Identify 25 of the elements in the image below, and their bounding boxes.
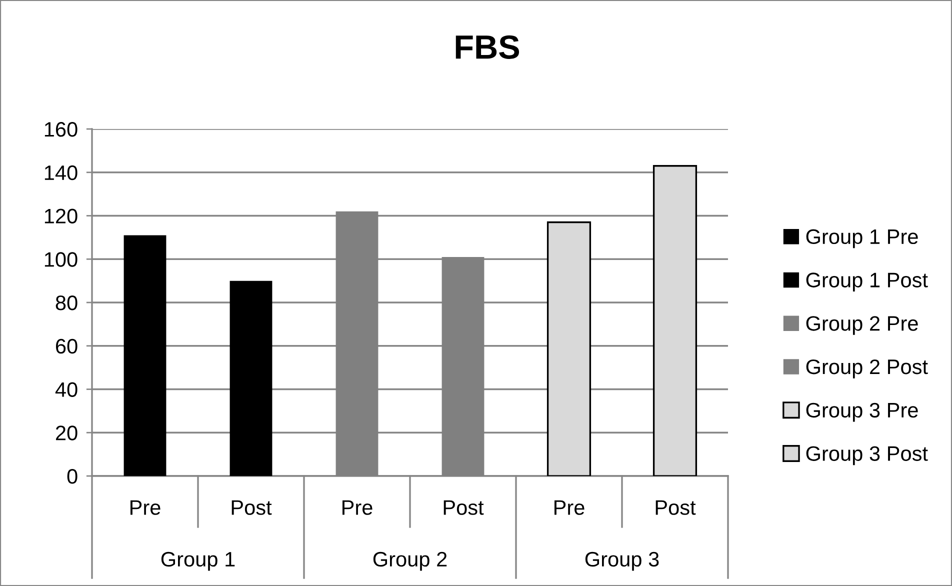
legend-label: Group 1 Pre <box>806 229 918 248</box>
x-tick-label: Post <box>444 500 484 515</box>
x-tick-label: Pre <box>342 500 372 515</box>
y-tick-label: 0 <box>67 469 78 484</box>
y-tick-label: 100 <box>44 252 78 267</box>
y-tick-label: 20 <box>56 426 78 440</box>
y-tick-label: 80 <box>56 296 78 310</box>
x-tick-label: Post <box>656 500 696 515</box>
chart-title: FBS <box>456 35 520 59</box>
legend-label: Group 3 Post <box>806 446 928 466</box>
legend-label: Group 2 Post <box>806 359 928 378</box>
text: Group 2 <box>373 552 447 571</box>
text: Group 1 <box>161 552 235 571</box>
x-tick-label: Pre <box>130 500 160 515</box>
y-tick-label: 140 <box>44 165 78 180</box>
legend-label: Group 1 Post <box>806 272 928 292</box>
x-tick-label: Pre <box>554 500 584 515</box>
legend-label: Group 3 Pre <box>806 402 918 422</box>
y-tick-label: 160 <box>44 122 78 137</box>
y-tick-label: 60 <box>56 338 78 354</box>
legend-label: Group 2 Pre <box>806 316 918 335</box>
y-tick-label: 40 <box>55 382 78 398</box>
text: Group 3 <box>585 552 659 571</box>
y-tick-label: 120 <box>44 208 78 224</box>
x-tick-label: Post <box>232 500 272 515</box>
